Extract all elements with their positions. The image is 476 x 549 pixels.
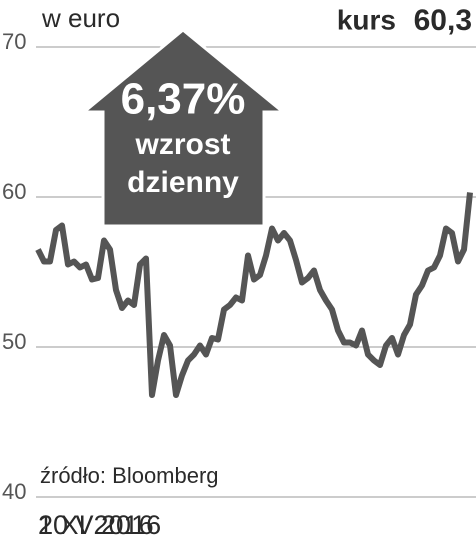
source: źródło: Bloomberg	[40, 463, 219, 488]
title-value: 60,3	[414, 4, 472, 37]
x-tick-label: 2 XI 2016	[38, 510, 154, 540]
subtitle: w euro	[41, 3, 120, 33]
annotation-value: 6,37%	[121, 75, 246, 124]
chart-title: kurs	[337, 4, 396, 35]
y-tick-label: 70	[2, 29, 26, 54]
x-tick-label: 10 V 2016	[38, 510, 161, 540]
annotation-text: wzrost	[134, 128, 230, 161]
annotation-text: dzienny	[127, 166, 239, 199]
price-line	[35, 192, 473, 398]
y-tick-label: 60	[2, 179, 26, 204]
y-tick-label: 50	[2, 329, 26, 354]
annotation-house	[79, 28, 288, 228]
y-tick-label: 40	[2, 479, 26, 504]
